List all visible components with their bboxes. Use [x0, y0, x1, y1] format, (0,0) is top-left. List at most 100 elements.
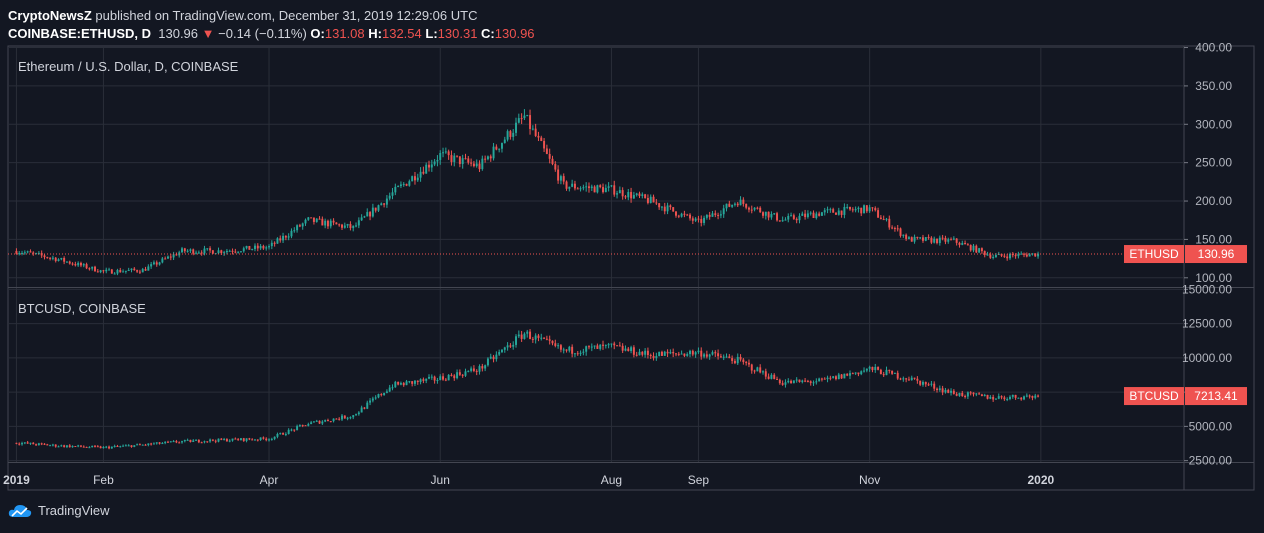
candle-body [691, 218, 694, 221]
candle-body [251, 248, 254, 250]
candle-body [175, 441, 178, 443]
candle-body [907, 237, 910, 239]
candle-body [326, 420, 329, 422]
candle-body [952, 238, 955, 240]
symbol-label[interactable]: COINBASE:ETHUSD, D [8, 26, 152, 41]
published-text: published on TradingView.com, December 3… [95, 8, 478, 23]
candle-body [127, 445, 130, 447]
candle-body [82, 446, 85, 448]
candle-body [1014, 394, 1017, 398]
candle-body [632, 347, 635, 355]
low-label: L: [425, 26, 438, 41]
price-tick-label: 400.00 [1195, 41, 1232, 55]
candle-body [158, 442, 161, 444]
candle-body [857, 372, 860, 375]
candle-body [360, 407, 363, 413]
candle-body [804, 213, 807, 218]
candle-body [725, 356, 728, 358]
candle-body [152, 443, 155, 445]
time-tick-label: Jun [431, 473, 450, 487]
candle-body [166, 256, 169, 259]
candle-body [759, 367, 762, 373]
candle-body [181, 248, 183, 253]
candle-body [428, 376, 430, 379]
candle-body [675, 211, 677, 216]
candle-body [938, 237, 941, 244]
candle-body [181, 441, 183, 443]
candle-body [559, 345, 562, 350]
candle-body [980, 394, 983, 396]
candle-body [124, 270, 127, 272]
candle-body [307, 217, 310, 220]
candle-body [675, 353, 677, 355]
candle-body [1006, 256, 1009, 259]
candle-body [374, 207, 377, 211]
candle-body [68, 445, 71, 448]
candle-body [397, 381, 400, 385]
candle-body [23, 252, 26, 254]
candle-body [225, 250, 228, 253]
high-value: 132.54 [381, 26, 422, 41]
candle-body [871, 366, 874, 371]
candle-body [136, 444, 139, 446]
candle-body [705, 354, 708, 357]
candle-body [832, 376, 835, 378]
candle-body [644, 194, 647, 198]
candle-body [498, 352, 501, 355]
candle-body [371, 398, 374, 401]
candle-body [815, 381, 818, 383]
candle-body [478, 163, 481, 170]
candle-body [562, 349, 565, 351]
candle-body [992, 396, 995, 400]
candle-body [520, 118, 523, 120]
candle-body [958, 392, 961, 396]
candle-body [921, 381, 924, 385]
candle-body [1025, 254, 1028, 257]
candle-body [385, 198, 388, 205]
candle-body [164, 258, 167, 260]
candle-body [697, 350, 700, 353]
candle-body [366, 402, 369, 409]
candle-body [411, 381, 414, 384]
time-tick-label: Feb [93, 473, 114, 487]
candle-body [315, 420, 318, 422]
candle-body [304, 219, 307, 224]
candle-body [571, 346, 574, 354]
chart-frame [7, 45, 1255, 491]
candle-body [416, 177, 419, 181]
candle-body [801, 380, 804, 383]
tradingview-logo[interactable]: TradingView [8, 503, 110, 518]
candle-body [470, 162, 473, 164]
candle-body [192, 440, 195, 443]
candle-body [136, 270, 139, 272]
candle-body [809, 381, 812, 383]
candle-body [298, 225, 301, 227]
candle-body [512, 344, 515, 347]
candle-body [256, 439, 259, 441]
candle-body [279, 238, 282, 241]
author-name[interactable]: CryptoNewsZ [8, 8, 92, 23]
candle-body [94, 445, 96, 447]
candle-body [282, 433, 285, 435]
candle-body [349, 224, 352, 229]
last-price-label: 130.96 [1198, 247, 1235, 261]
candle-body [15, 250, 18, 254]
candle-body [223, 252, 226, 254]
candle-body [301, 425, 304, 427]
candle-body [632, 195, 635, 199]
candle-body [169, 256, 172, 258]
candle-body [119, 269, 122, 273]
candle-body [767, 376, 770, 379]
candle-body [40, 443, 43, 445]
high-label: H: [368, 26, 382, 41]
candle-body [537, 135, 540, 138]
candle-body [762, 212, 764, 216]
candle-body [428, 164, 430, 168]
candle-body [363, 407, 366, 409]
chart-area[interactable]: 2019 Feb Apr Jun Aug Sep Nov 2020 400.00 350.00 30… [0, 0, 1264, 500]
candle-body [986, 394, 989, 399]
candle-body [545, 148, 548, 154]
candle-body [1006, 399, 1009, 401]
candle-body [287, 429, 290, 434]
candle-body [526, 115, 529, 117]
